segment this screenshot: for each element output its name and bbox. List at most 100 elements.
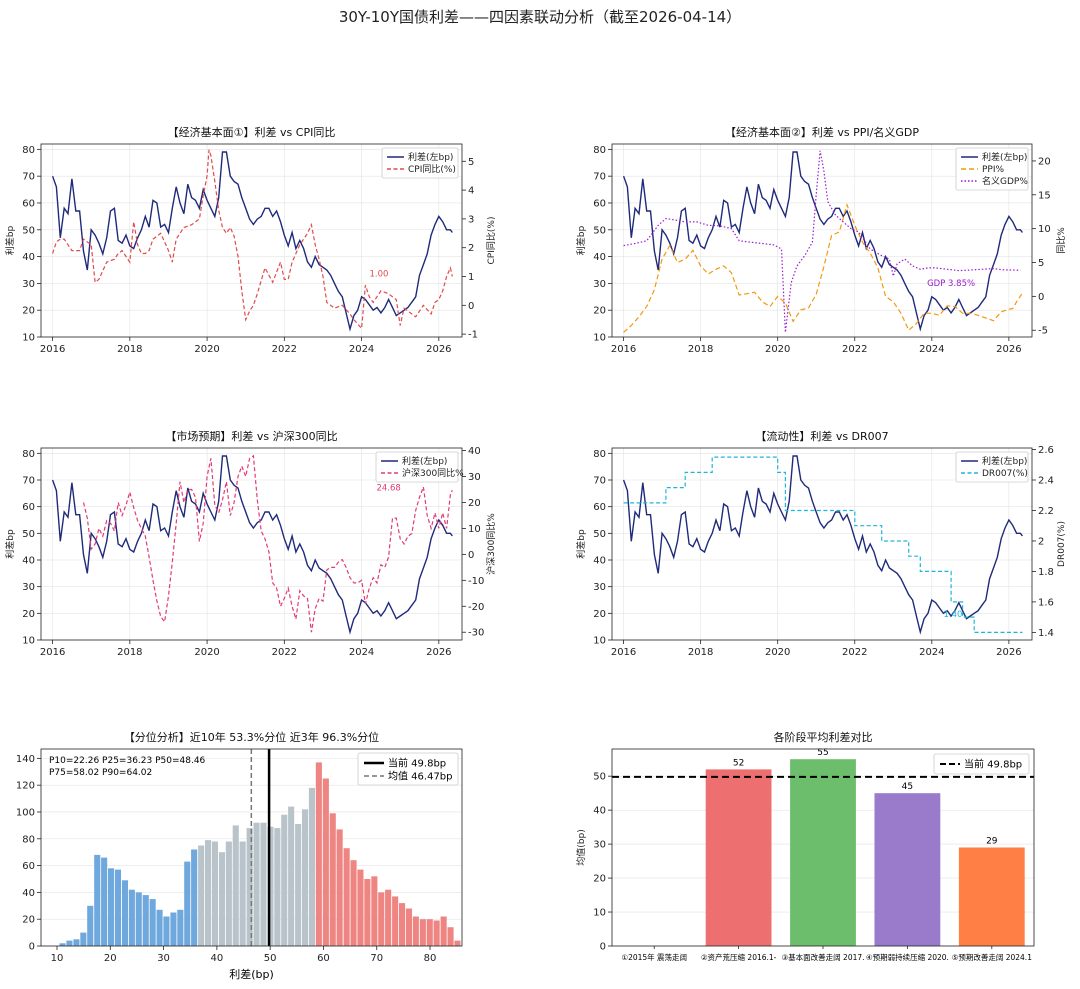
p4-legend-label: 利差(左bp)	[982, 455, 1027, 467]
p3-spread-line	[51, 455, 453, 635]
p4-ytick-right-label: 2.6	[1038, 445, 1054, 456]
p5-stats-line1: P10=22.26 P25=36.23 P50=48.46	[49, 756, 206, 766]
p6-ytick-label: 0	[600, 942, 606, 953]
p1-xtick-label: 2022	[272, 344, 297, 355]
p4-ytick-right-label: 1.8	[1038, 567, 1054, 578]
p5-hist-bar	[315, 762, 322, 946]
p3-xtick-label: 2022	[272, 647, 297, 658]
p4-xtick-label: 2016	[611, 647, 636, 658]
p5-hist-bar	[225, 841, 232, 946]
p2-ytick-label: 60	[593, 198, 606, 209]
p1-ytick-label: 70	[22, 172, 35, 183]
p5-hist-bar	[447, 927, 454, 946]
p1-ytick-label: 60	[22, 198, 35, 209]
p1-annotation: 1.00	[369, 270, 388, 280]
p1-frame	[40, 143, 463, 338]
p2-spread-line	[622, 151, 1023, 332]
p5-legend-mean: 均值 46.47bp	[388, 770, 453, 783]
p6-legend-box	[933, 753, 1030, 775]
p2-ytick-label: 10	[593, 333, 606, 344]
p1-ytick-right-label: 0	[468, 301, 474, 312]
p2-ytick-label: 20	[593, 306, 606, 317]
p4-frame	[611, 447, 1033, 641]
p2-gdp-line	[623, 150, 1021, 333]
p1-ytick-right-label: 4	[468, 186, 474, 197]
p3-ylabel: 利差bp	[4, 529, 16, 559]
p4-ytick-label: 40	[593, 556, 606, 567]
p5-hist-bar	[371, 876, 378, 946]
p1-legend-box	[381, 147, 459, 179]
p6-ytick-label: 50	[593, 772, 606, 783]
p3-ytick-right-label: 10	[468, 524, 481, 535]
p5-xtick-label: 10	[51, 953, 64, 964]
p1-legend-label: 利差(左bp)	[408, 151, 453, 163]
p5-hist-bar	[114, 869, 121, 946]
p6-category-label: ③基本面改善走阔 2017.	[781, 952, 864, 962]
p6-title: 各阶段平均利差对比	[774, 730, 873, 744]
p6-bar	[874, 793, 941, 946]
p5-hist-bar	[239, 841, 246, 946]
p2-xtick-label: 2018	[688, 344, 713, 355]
p5-hist-bar	[128, 889, 135, 946]
p5-hist-bar	[59, 943, 66, 946]
p1-xtick-label: 2016	[40, 344, 65, 355]
p4-xtick-label: 2020	[765, 647, 790, 658]
p6-category-label: ④预期弱持续压缩 2020.	[866, 952, 949, 962]
p3-ytick-right-label: 30	[468, 472, 481, 483]
p6-frame	[611, 748, 1035, 947]
p2-ylabel: 利差bp	[575, 226, 587, 256]
p5-hist-bar	[399, 903, 406, 946]
p6-ytick-label: 40	[593, 806, 606, 817]
p5-hist-bar	[267, 826, 274, 946]
p5-hist-bar	[218, 852, 225, 946]
p3-xtick-label: 2026	[426, 647, 451, 658]
p1-ytick-label: 30	[22, 279, 35, 290]
p1-xtick-label: 2020	[194, 344, 219, 355]
figure-suptitle: 30Y-10Y国债利差——四因素联动分析（截至2026-04-14）	[338, 8, 742, 26]
p5-legend-box	[357, 752, 459, 786]
p3-ytick-label: 20	[22, 609, 35, 620]
p5-stats-line2: P75=58.02 P90=64.02	[49, 768, 152, 778]
p4-xtick-label: 2026	[996, 647, 1021, 658]
p1-xtick-label: 2024	[349, 344, 374, 355]
p2-xtick-label: 2026	[996, 344, 1021, 355]
p5-hist-bar	[288, 806, 295, 946]
p5-legend-current: 当前 49.8bp	[388, 757, 446, 770]
p4-ytick-label: 60	[593, 502, 606, 513]
p5-ytick-label: 100	[16, 807, 35, 818]
p6-bar-value-label: 52	[733, 758, 744, 768]
p2-ytick-label: 70	[593, 172, 606, 183]
p3-ytick-label: 40	[22, 556, 35, 567]
p5-hist-bar	[191, 849, 198, 946]
p5-frame	[40, 748, 463, 947]
p5-xtick-label: 30	[157, 953, 170, 964]
p5-hist-bar	[246, 828, 253, 946]
p3-title: 【市场预期】利差 vs 沪深300同比	[165, 429, 337, 443]
p5-hist-bar	[308, 787, 315, 946]
p5-hist-bar	[101, 857, 108, 946]
p5-hist-bar	[232, 825, 239, 946]
p4-ytick-right-label: 1.4	[1038, 628, 1054, 639]
p3-xtick-label: 2018	[117, 647, 142, 658]
p5-hist-bar	[281, 814, 288, 946]
p5-hist-bar	[405, 908, 412, 946]
p5-hist-bar	[211, 841, 218, 946]
p5-hist-bar	[121, 880, 128, 946]
p2-xtick-label: 2016	[611, 344, 636, 355]
p5-hist-bar	[94, 854, 101, 946]
p4-legend-label: DR007(%)	[982, 469, 1028, 479]
p4-title: 【流动性】利差 vs DR007	[755, 429, 888, 443]
p6-bar	[790, 759, 856, 946]
p3-annotation: 24.68	[376, 483, 400, 493]
p2-ytick-right-label: 20	[1038, 156, 1051, 167]
p6-ytick-label: 30	[593, 840, 606, 851]
p3-ytick-label: 70	[22, 476, 35, 487]
p5-hist-bar	[80, 932, 87, 946]
p5-hist-bar	[184, 861, 191, 946]
p6-category-label: ①2015年 震荡走阔	[621, 952, 687, 962]
p4-spread-line	[622, 455, 1023, 635]
p5-xtick-label: 40	[210, 953, 223, 964]
p5-ytick-label: 0	[29, 942, 35, 953]
